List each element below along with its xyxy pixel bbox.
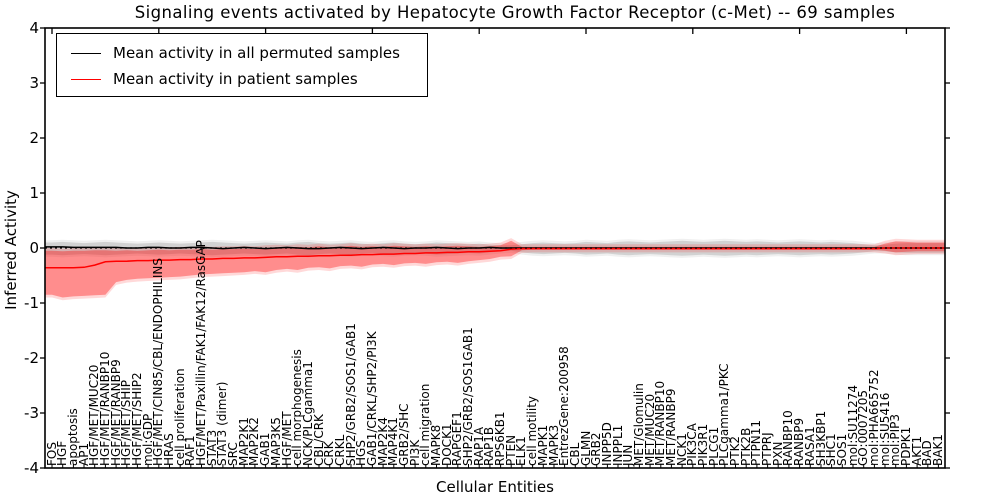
y-tick-label: 2: [29, 129, 39, 147]
permuted-line-swatch: [71, 52, 101, 54]
legend-label: Mean activity in all permuted samples: [113, 44, 400, 62]
legend-entry-patient: Mean activity in patient samples: [57, 66, 427, 92]
chart-title: Signaling events activated by Hepatocyte…: [134, 3, 896, 22]
patient-line-swatch: [71, 78, 101, 80]
legend: Mean activity in all permuted samples Me…: [56, 33, 428, 97]
y-tick-label: 4: [29, 19, 39, 37]
y-tick-label: 1: [29, 184, 39, 202]
y-tick-label: -1: [24, 294, 39, 312]
y-tick-label: -4: [24, 459, 39, 477]
y-tick-label: -3: [24, 404, 39, 422]
y-tick-label: 3: [29, 74, 39, 92]
legend-entry-permuted: Mean activity in all permuted samples: [57, 40, 427, 66]
x-tick-label: BAK1: [930, 434, 945, 466]
x-axis-label: Cellular Entities: [436, 478, 554, 496]
legend-label: Mean activity in patient samples: [113, 70, 358, 88]
y-tick-label: 0: [29, 239, 39, 257]
y-tick-label: -2: [24, 349, 39, 367]
